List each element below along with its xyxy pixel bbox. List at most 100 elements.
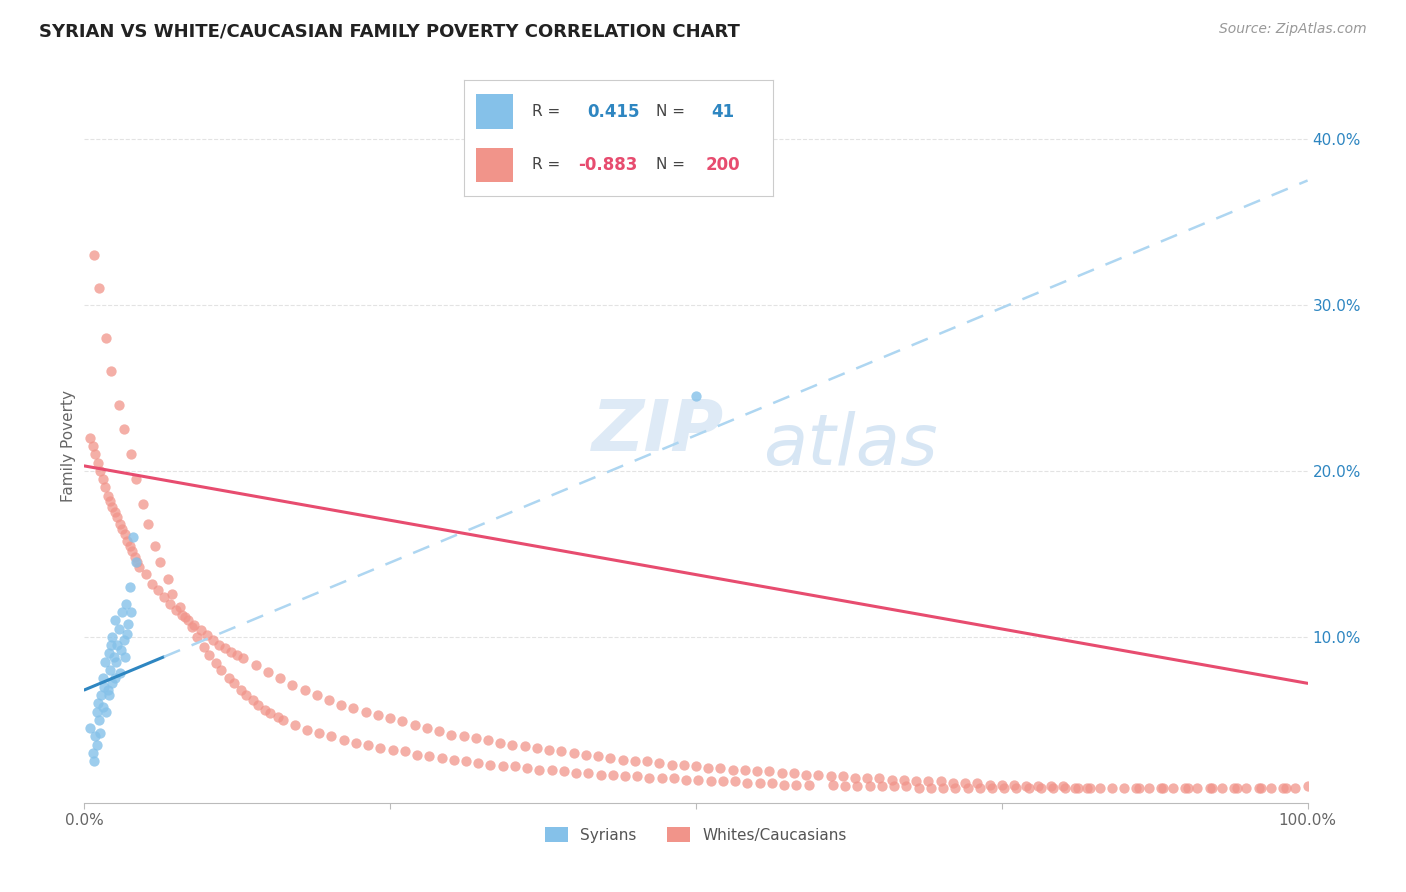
Point bbox=[159, 597, 181, 611]
Point bbox=[1137, 780, 1160, 795]
Point bbox=[108, 666, 131, 681]
Point bbox=[165, 603, 187, 617]
Point bbox=[94, 655, 117, 669]
Point bbox=[82, 746, 104, 760]
Point bbox=[464, 731, 486, 745]
Point bbox=[380, 711, 402, 725]
Point bbox=[115, 533, 138, 548]
Point bbox=[104, 671, 127, 685]
Point bbox=[89, 464, 111, 478]
Point bbox=[173, 610, 195, 624]
Point bbox=[1018, 780, 1040, 795]
Point bbox=[1226, 780, 1249, 795]
Point bbox=[124, 550, 146, 565]
Point bbox=[1296, 779, 1319, 793]
Point bbox=[330, 698, 353, 712]
Point bbox=[427, 724, 450, 739]
Point bbox=[121, 543, 143, 558]
Point bbox=[122, 530, 145, 544]
Point bbox=[942, 776, 965, 790]
Point bbox=[1128, 780, 1150, 795]
Point bbox=[1101, 780, 1123, 795]
Point bbox=[748, 776, 770, 790]
Point bbox=[576, 766, 599, 780]
Point bbox=[1223, 780, 1246, 795]
Point bbox=[1054, 780, 1077, 795]
Point bbox=[883, 779, 905, 793]
Point bbox=[112, 422, 135, 436]
Point bbox=[467, 756, 489, 770]
Point bbox=[186, 630, 208, 644]
Point bbox=[1152, 780, 1174, 795]
Point bbox=[84, 730, 107, 744]
Point bbox=[105, 638, 128, 652]
Point bbox=[1161, 780, 1184, 795]
Point bbox=[235, 688, 257, 702]
Point bbox=[404, 718, 426, 732]
Point bbox=[136, 516, 159, 531]
Point bbox=[83, 248, 105, 262]
Point bbox=[101, 676, 124, 690]
Point bbox=[153, 590, 176, 604]
Point bbox=[638, 771, 661, 785]
Point bbox=[321, 730, 343, 744]
Point bbox=[406, 747, 429, 762]
Point bbox=[492, 759, 515, 773]
Point bbox=[370, 741, 392, 756]
Point bbox=[115, 597, 138, 611]
Point bbox=[479, 757, 502, 772]
Point bbox=[785, 778, 807, 792]
Point bbox=[516, 761, 538, 775]
Point bbox=[758, 764, 780, 779]
Point bbox=[917, 774, 939, 789]
Point bbox=[932, 780, 955, 795]
Point bbox=[214, 641, 236, 656]
Point bbox=[737, 776, 759, 790]
Point bbox=[135, 566, 157, 581]
Point bbox=[1029, 780, 1052, 795]
Point bbox=[125, 555, 148, 569]
Point bbox=[844, 771, 866, 785]
Point bbox=[761, 776, 783, 790]
Point bbox=[1201, 780, 1223, 795]
Point bbox=[357, 738, 380, 752]
Point bbox=[1250, 780, 1272, 795]
Point bbox=[454, 754, 477, 768]
Point bbox=[218, 671, 240, 685]
Point bbox=[86, 705, 108, 719]
Point bbox=[128, 560, 150, 574]
Point bbox=[149, 555, 172, 569]
Point bbox=[599, 751, 621, 765]
Point bbox=[381, 742, 404, 756]
Point bbox=[489, 736, 512, 750]
Point bbox=[1187, 780, 1209, 795]
Point bbox=[651, 771, 673, 785]
Point bbox=[125, 472, 148, 486]
Point bbox=[107, 622, 129, 636]
Point bbox=[1002, 778, 1025, 792]
Text: Source: ZipAtlas.com: Source: ZipAtlas.com bbox=[1219, 22, 1367, 37]
Point bbox=[83, 754, 105, 768]
Point bbox=[1005, 780, 1028, 795]
Point bbox=[183, 618, 205, 632]
Point bbox=[1064, 780, 1087, 795]
Point bbox=[120, 605, 142, 619]
Text: N =: N = bbox=[655, 104, 689, 120]
Point bbox=[905, 774, 928, 789]
Point bbox=[1114, 780, 1136, 795]
Point bbox=[721, 763, 744, 777]
Point bbox=[114, 527, 136, 541]
Point bbox=[856, 771, 879, 785]
Point bbox=[699, 774, 721, 789]
Point bbox=[269, 671, 291, 685]
Point bbox=[87, 713, 110, 727]
Point bbox=[205, 657, 228, 671]
Text: N =: N = bbox=[655, 157, 689, 172]
FancyBboxPatch shape bbox=[477, 147, 513, 182]
Point bbox=[1042, 780, 1064, 795]
Point bbox=[734, 763, 756, 777]
Point bbox=[443, 753, 465, 767]
Point bbox=[453, 730, 475, 744]
Point bbox=[101, 630, 124, 644]
Point bbox=[685, 389, 707, 403]
